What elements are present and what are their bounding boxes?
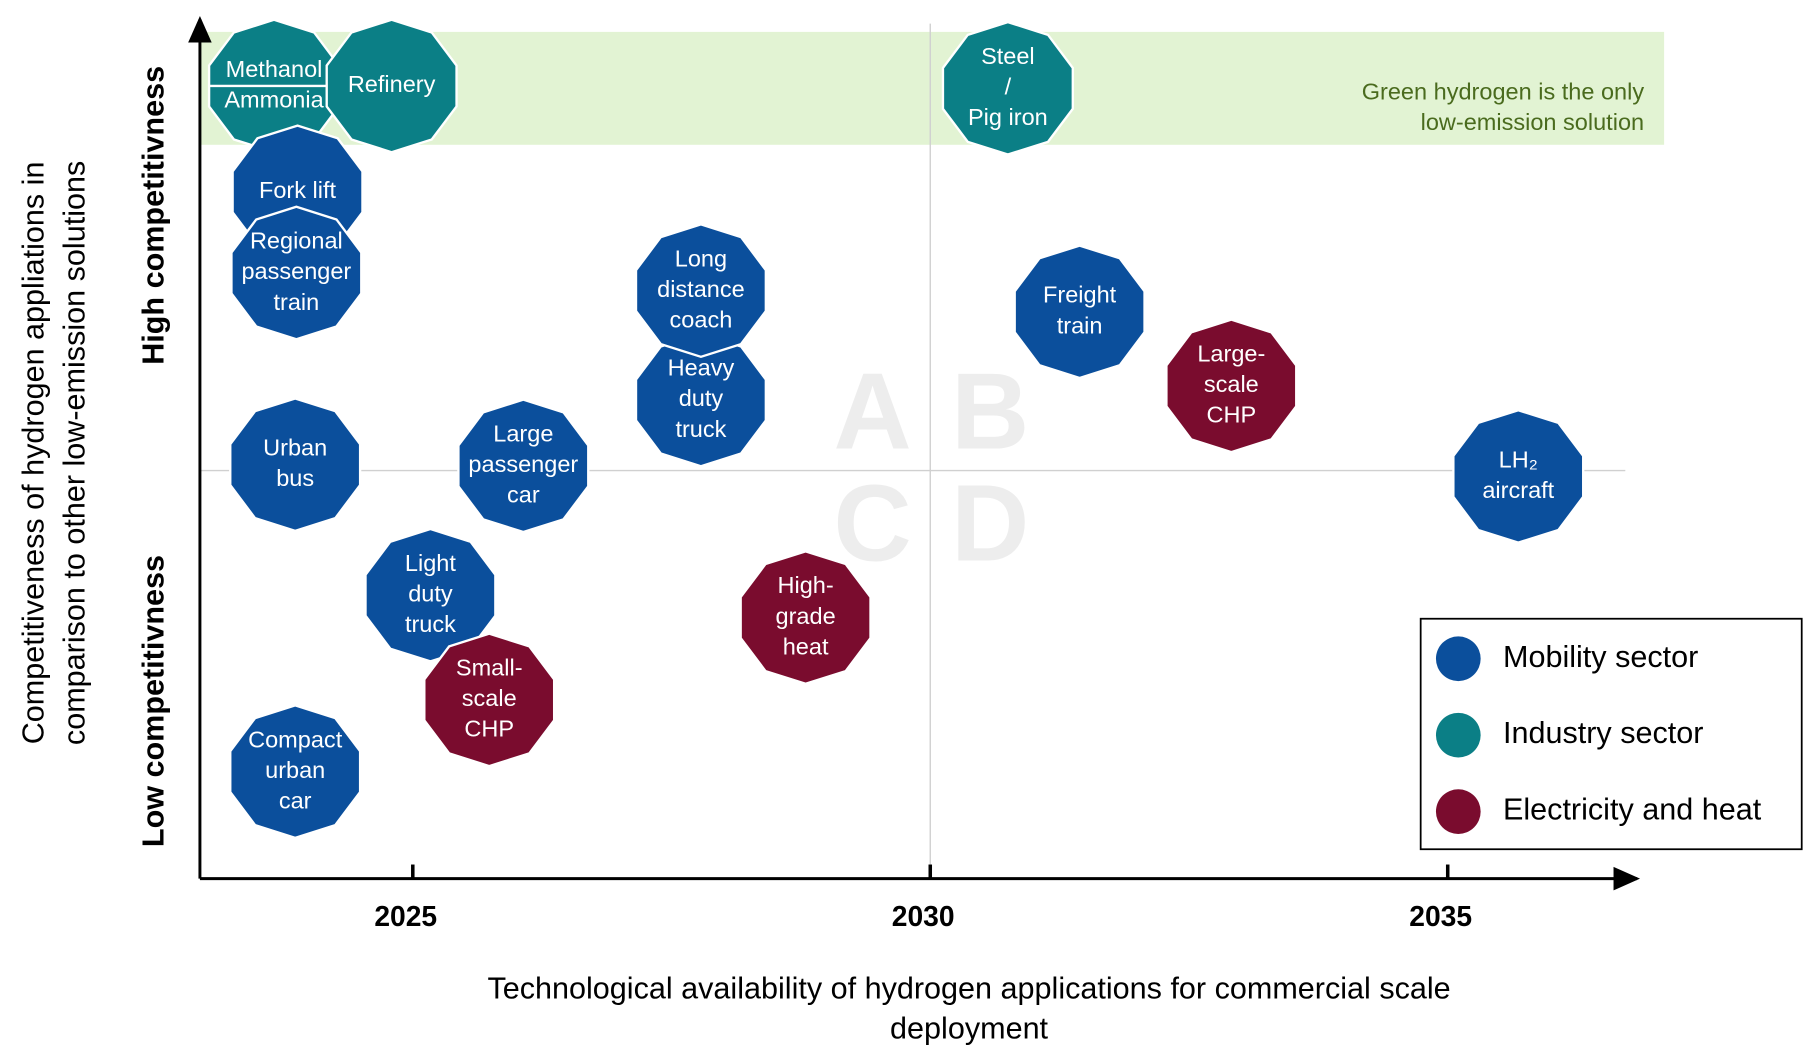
node-label: passenger (241, 258, 351, 284)
legend-swatch (1435, 636, 1481, 682)
node-label: CHP (464, 716, 514, 742)
node-label: Pig iron (968, 104, 1048, 130)
quadrant-letter: A (834, 351, 912, 472)
y-title: comparison to other low-emission solutio… (58, 161, 92, 745)
node: LH₂ aircraft (1452, 408, 1585, 544)
node-label: CHP (1206, 402, 1256, 428)
node-label: train (273, 289, 319, 315)
node-shape (1452, 408, 1585, 544)
node: Freight train (1013, 244, 1146, 380)
node: Steel / Pig iron (941, 20, 1074, 156)
node-label: coach (670, 306, 733, 332)
node-label: aircraft (1482, 477, 1554, 503)
node-label: High- (777, 572, 833, 598)
node: Urban bus (229, 397, 362, 533)
node-label: passenger (468, 451, 578, 477)
node: Methanol Ammonia (207, 18, 341, 154)
node-label: Compact (248, 726, 343, 752)
node-label: duty (408, 580, 453, 606)
node-label: distance (657, 276, 745, 302)
node-label: / (1005, 74, 1012, 100)
node-shape (1165, 318, 1298, 454)
node-label: Steel (981, 43, 1035, 69)
node-label: truck (405, 611, 456, 637)
x-tick-label: 2025 (374, 900, 437, 932)
node-label: scale (462, 685, 517, 711)
node-label: duty (679, 385, 724, 411)
node: High-grade heat (739, 550, 872, 686)
node-label: Ammonia (224, 86, 324, 112)
node-shape (457, 398, 590, 534)
legend-label: Electricity and heat (1503, 793, 1762, 827)
node-label: Regional (250, 228, 343, 254)
legend-swatch (1435, 789, 1481, 834)
node-label: scale (1204, 371, 1259, 397)
node-label: Large- (1197, 341, 1265, 367)
node-shape (634, 332, 768, 468)
node-label: car (507, 482, 540, 508)
node-label: Fork lift (259, 177, 337, 203)
node-label: urban (265, 757, 325, 783)
node-shape (229, 397, 362, 533)
quadrant-letter: C (834, 462, 912, 583)
node-shape (739, 550, 872, 686)
node-label: Methanol (226, 56, 323, 82)
node-shape (1013, 244, 1146, 380)
node-label: Light (405, 550, 456, 576)
legend-swatch (1435, 712, 1481, 758)
band-text: low-emission solution (1421, 109, 1644, 135)
x-title: Technological availability of hydrogen a… (487, 971, 1450, 1005)
node-label: Freight (1043, 282, 1117, 308)
node-label: Refinery (348, 71, 436, 97)
node-shape (230, 205, 363, 341)
node: Compact urban car (229, 704, 362, 840)
node-label: Small- (456, 655, 523, 681)
node: Large-scale CHP (1165, 318, 1298, 454)
node-label: Heavy (668, 355, 735, 381)
node-shape (634, 223, 768, 359)
node-label: truck (675, 416, 726, 442)
node-label: Urban (263, 435, 327, 461)
node-shape (941, 20, 1074, 156)
y-low-label: Low competitivness (136, 555, 170, 847)
node-label: Long (675, 245, 727, 271)
node: Long distance coach (634, 223, 768, 359)
node: Light duty truck (364, 527, 497, 663)
node-label: bus (276, 465, 314, 491)
y-high-label: High competitivness (136, 66, 170, 365)
node: Large passenger car (457, 398, 590, 534)
node-shape (423, 632, 556, 768)
band-text: Green hydrogen is the only (1362, 78, 1645, 104)
y-title: Competitiveness of hydrogen appliations … (16, 162, 50, 745)
node-label: LH₂ (1499, 446, 1538, 472)
quadrant-letter: B (951, 351, 1029, 472)
legend-label: Industry sector (1503, 716, 1703, 750)
x-tick-label: 2030 (892, 900, 955, 932)
node-label: grade (776, 603, 836, 629)
legend-label: Mobility sector (1503, 640, 1698, 674)
node-label: heat (783, 633, 829, 659)
node: Small-scale CHP (423, 632, 556, 768)
node: Heavy duty truck (634, 332, 768, 468)
x-tick-label: 2035 (1409, 900, 1472, 932)
node-label: Large (493, 420, 553, 446)
quadrant-letter: D (951, 462, 1029, 583)
x-title: deployment (890, 1011, 1049, 1045)
node-label: car (279, 787, 312, 813)
node: Regional passenger train (230, 205, 363, 341)
node-shape (229, 704, 362, 840)
node-label: train (1057, 312, 1103, 338)
node: Refinery (325, 18, 458, 154)
node-shape (325, 18, 458, 154)
legend-box (1419, 617, 1803, 851)
